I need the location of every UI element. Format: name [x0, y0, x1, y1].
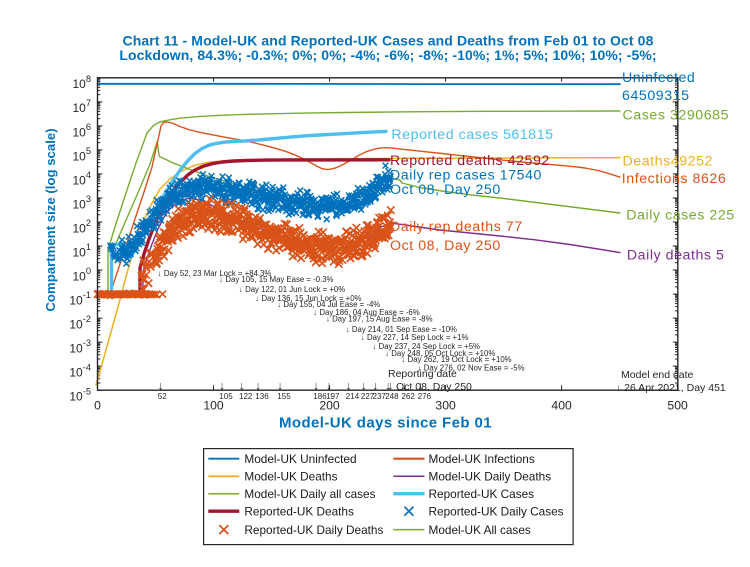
svg-text:Reporting date: Reporting date	[388, 368, 457, 380]
svg-text:↓: ↓	[219, 381, 225, 393]
svg-text:↓: ↓	[158, 381, 164, 393]
svg-text:500: 500	[667, 399, 688, 413]
svg-text:↓: ↓	[277, 381, 283, 393]
svg-text:Model-UK Daily Deaths: Model-UK Daily Deaths	[429, 470, 552, 484]
svg-text:400: 400	[551, 399, 572, 413]
svg-text:Reported-UK Daily Deaths: Reported-UK Daily Deaths	[244, 523, 383, 537]
svg-text:Reported cases 561815: Reported cases 561815	[391, 127, 553, 143]
svg-text:↓: ↓	[346, 381, 352, 393]
svg-text:↓ Day 52, 23 Mar Lock = +84.3%: ↓ Day 52, 23 Mar Lock = +84.3%	[158, 269, 272, 278]
svg-text:122: 122	[239, 392, 253, 401]
svg-text:↓ Day 214, 01 Sep Ease = -10%: ↓ Day 214, 01 Sep Ease = -10%	[346, 325, 457, 334]
svg-text:↓ Day 122, 01 Jun Lock = +0%: ↓ Day 122, 01 Jun Lock = +0%	[239, 285, 345, 294]
svg-text:↓ Day 155, 04 Jul Ease = -4%: ↓ Day 155, 04 Jul Ease = -4%	[277, 300, 380, 309]
svg-text:Lockdown, 84.3%; -0.3%; 0%; 0%: Lockdown, 84.3%; -0.3%; 0%; 0%; -4%; -6%…	[119, 47, 656, 63]
svg-text:Reported-UK Daily Cases: Reported-UK Daily Cases	[429, 504, 564, 518]
svg-text:↓ Day 237, 24 Sep Lock = +5%: ↓ Day 237, 24 Sep Lock = +5%	[373, 342, 481, 351]
svg-text:Model-UK All cases: Model-UK All cases	[429, 523, 531, 537]
svg-text:↓ Day 105, 15 May Ease = -0.3%: ↓ Day 105, 15 May Ease = -0.3%	[219, 275, 333, 284]
svg-text:Oct 08, Day 250: Oct 08, Day 250	[396, 381, 472, 393]
svg-text:↓ 26 Apr 2021, Day 451: ↓ 26 Apr 2021, Day 451	[616, 382, 726, 394]
svg-text:↓ Day 276, 02 Nov Ease = -5%: ↓ Day 276, 02 Nov Ease = -5%	[418, 363, 525, 372]
svg-text:105: 105	[219, 392, 233, 401]
svg-text:262: 262	[402, 392, 416, 401]
svg-text:↓: ↓	[418, 381, 424, 393]
svg-text:197: 197	[326, 392, 340, 401]
svg-text:64509315: 64509315	[622, 88, 690, 104]
svg-text:248: 248	[385, 392, 399, 401]
svg-text:↓: ↓	[255, 381, 261, 393]
svg-text:↓ Day 186, 04 Aug Ease = -6%: ↓ Day 186, 04 Aug Ease = -6%	[313, 308, 419, 317]
svg-text:136: 136	[255, 392, 269, 401]
svg-text:Model-UK Daily all cases: Model-UK Daily all cases	[244, 487, 375, 501]
svg-text:Oct 08, Day 250: Oct 08, Day 250	[390, 238, 501, 254]
svg-text:0: 0	[94, 399, 101, 413]
svg-text:↓: ↓	[388, 381, 394, 393]
svg-text:Oct 08, Day 250: Oct 08, Day 250	[390, 182, 501, 198]
svg-text:Daily deaths 5: Daily deaths 5	[627, 248, 725, 264]
svg-text:↓: ↓	[373, 381, 379, 393]
svg-text:186: 186	[313, 392, 327, 401]
svg-text:214: 214	[346, 392, 360, 401]
svg-text:↓ Day 197, 15 Aug Ease = -8%: ↓ Day 197, 15 Aug Ease = -8%	[326, 314, 432, 323]
svg-text:↓: ↓	[385, 381, 391, 393]
svg-text:Reported deaths 42592: Reported deaths 42592	[390, 153, 550, 169]
svg-text:↓: ↓	[239, 381, 245, 393]
svg-text:Model-UK days since Feb 01: Model-UK days since Feb 01	[279, 415, 492, 432]
svg-text:237: 237	[373, 392, 387, 401]
svg-text:Reported-UK Deaths: Reported-UK Deaths	[244, 504, 354, 518]
svg-text:↓ Day 136, 15 Jun Lock = +0%: ↓ Day 136, 15 Jun Lock = +0%	[255, 294, 361, 303]
svg-text:↓ Day 262, 19 Oct Lock = +10%: ↓ Day 262, 19 Oct Lock = +10%	[402, 355, 512, 364]
svg-text:Cases 3290685: Cases 3290685	[623, 108, 730, 124]
svg-text:Daily rep deaths 77: Daily rep deaths 77	[390, 219, 523, 235]
svg-text:Infections 8626: Infections 8626	[622, 171, 726, 187]
svg-text:Chart 11 - Model-UK and Report: Chart 11 - Model-UK and Reported-UK Case…	[123, 33, 654, 49]
svg-text:↓: ↓	[313, 381, 319, 393]
svg-text:276: 276	[418, 392, 432, 401]
svg-text:↓: ↓	[402, 381, 408, 393]
svg-text:227: 227	[361, 392, 375, 401]
svg-text:↓ Day 227, 14 Sep Lock = +1%: ↓ Day 227, 14 Sep Lock = +1%	[361, 333, 469, 342]
svg-text:Deaths49252: Deaths49252	[623, 153, 713, 169]
svg-text:100: 100	[203, 399, 224, 413]
svg-text:Uninfected: Uninfected	[622, 70, 695, 86]
svg-text:Model-UK Infections: Model-UK Infections	[429, 452, 535, 466]
svg-text:Model-UK Uninfected: Model-UK Uninfected	[244, 452, 356, 466]
svg-text:52: 52	[158, 392, 167, 401]
svg-text:Daily cases 225: Daily cases 225	[626, 208, 734, 224]
svg-text:↓: ↓	[361, 381, 367, 393]
svg-text:Reported-UK Cases: Reported-UK Cases	[429, 487, 535, 501]
svg-text:Model-UK Deaths: Model-UK Deaths	[244, 470, 337, 484]
svg-text:Model end date: Model end date	[621, 369, 694, 381]
svg-text:Daily rep cases 17540: Daily rep cases 17540	[390, 167, 542, 183]
svg-text:Compartment size (log scale): Compartment size (log scale)	[43, 128, 58, 311]
svg-text:155: 155	[277, 392, 291, 401]
svg-text:200: 200	[319, 399, 340, 413]
svg-text:300: 300	[435, 399, 456, 413]
svg-text:↓ Day 248, 05 Oct Lock = +10%: ↓ Day 248, 05 Oct Lock = +10%	[385, 349, 495, 358]
svg-text:↓: ↓	[326, 381, 332, 393]
